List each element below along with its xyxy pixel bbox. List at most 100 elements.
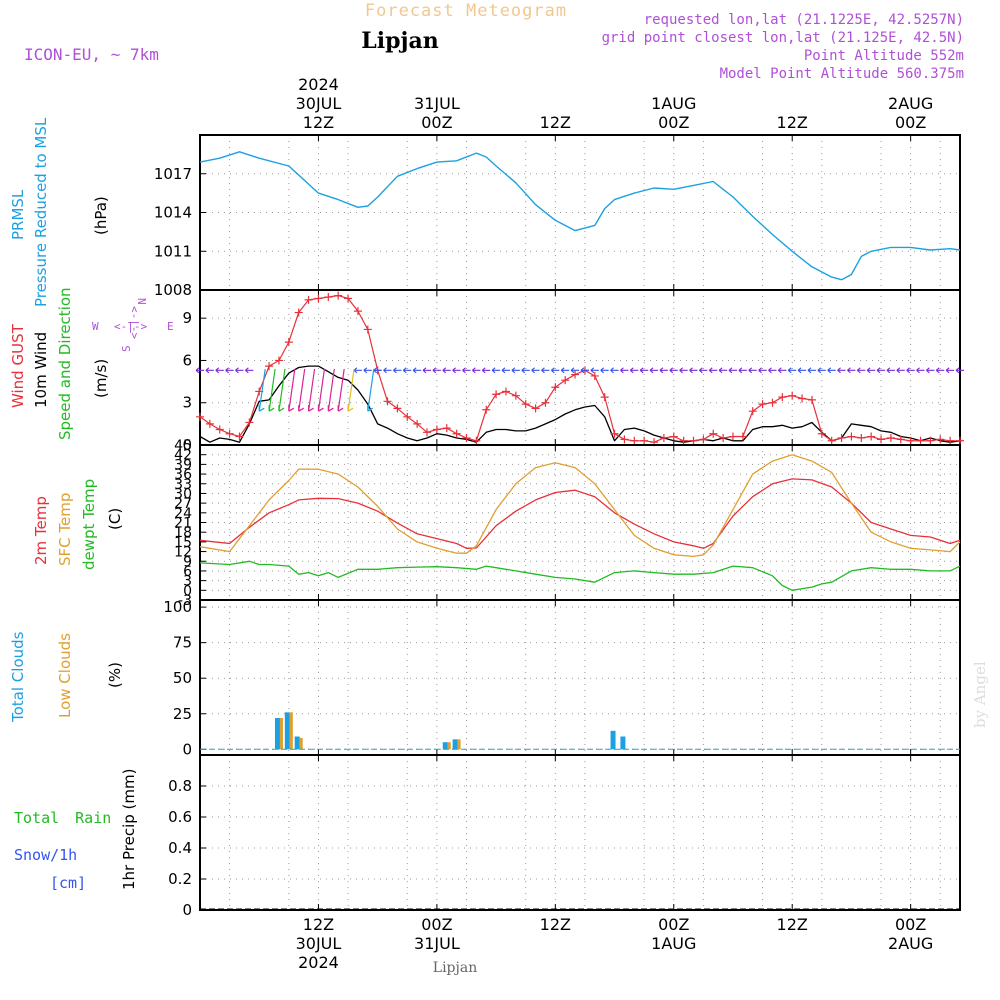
time-label: 12Z	[777, 915, 808, 934]
time-label: 31JUL	[414, 934, 460, 953]
wind-arrow	[195, 367, 204, 374]
wind-arrow	[422, 367, 432, 374]
gust-point	[630, 436, 639, 445]
y-tick-label: 6	[183, 564, 192, 580]
wind-arrow	[768, 367, 777, 374]
gust-point	[916, 436, 925, 445]
compass-arrows-vertical: <-|->	[128, 306, 141, 339]
wind-arrow	[353, 367, 362, 374]
wind-arrow	[738, 367, 747, 374]
series-dewpt-temp	[199, 560, 961, 591]
series-sfc-temp	[199, 454, 961, 558]
gust-point	[620, 435, 629, 444]
gust-point	[235, 432, 244, 441]
time-label: 12Z	[303, 915, 334, 934]
y-tick-label: 1014	[154, 204, 192, 222]
gust-point	[314, 294, 323, 303]
panel-frame	[199, 754, 961, 911]
y-tick-label: 33	[174, 477, 192, 493]
y-tick-label: 9	[183, 554, 192, 570]
wind-arrow	[906, 367, 915, 374]
wind-arrow	[462, 367, 471, 374]
y-tick-label: 0	[182, 436, 192, 454]
gust-point	[827, 436, 836, 445]
time-label: 30JUL	[296, 94, 342, 113]
gust-point	[482, 405, 491, 414]
wind-arrow	[886, 367, 895, 374]
label-2m-temp: 2m Temp	[32, 496, 50, 565]
wind-arrow	[876, 367, 886, 374]
bar-total-clouds	[452, 739, 458, 750]
y-tick-label: 45	[174, 438, 192, 454]
wind-arrow	[511, 367, 520, 374]
wind-arrow	[570, 367, 580, 374]
gust-markers	[196, 291, 964, 447]
gust-point	[284, 338, 293, 347]
gust-point	[886, 433, 895, 442]
gust-point	[798, 394, 807, 403]
time-label: 00Z	[658, 113, 689, 132]
gust-point	[413, 419, 422, 428]
label-ms: (m/s)	[92, 359, 110, 398]
header-title: Forecast Meteogram	[365, 1, 567, 21]
wind-arrow	[689, 367, 698, 374]
gust-point	[225, 429, 234, 438]
gust-point	[610, 429, 619, 438]
wind-arrow	[926, 367, 935, 374]
header-point-altitude: Point Altitude 552m	[804, 48, 964, 64]
y-tick-label: 27	[174, 496, 192, 512]
y-tick-label: 1017	[154, 165, 192, 183]
gust-point	[541, 398, 550, 407]
time-label: 12Z	[540, 915, 571, 934]
compass-n: N	[135, 298, 148, 305]
label-prmsl: PRMSL	[9, 189, 27, 240]
gust-point	[837, 433, 846, 442]
label-low-clouds: Low Clouds	[56, 633, 74, 718]
wind-arrow	[402, 367, 412, 374]
wind-arrow	[541, 367, 550, 374]
y-tick-label: 36	[174, 467, 192, 483]
compass-e: E	[167, 320, 174, 333]
wind-arrow	[560, 367, 570, 374]
panels: 10081011101410170369-3036912151821242730…	[154, 134, 964, 919]
y-tick-label: 0.2	[168, 870, 192, 888]
y-tick-label: 0	[183, 583, 192, 599]
gust-point	[215, 425, 224, 434]
wind-arrow	[521, 367, 530, 374]
gust-point	[669, 432, 678, 441]
wind-arrow	[501, 367, 510, 374]
time-label: 31JUL	[414, 94, 460, 113]
time-label: 1AUG	[651, 94, 696, 113]
gust-point	[551, 383, 560, 392]
wind-arrow	[363, 367, 372, 374]
gust-point	[788, 391, 797, 400]
wind-arrow	[383, 367, 392, 374]
y-tick-label: 30	[174, 486, 192, 502]
gust-point	[689, 436, 698, 445]
y-tick-label: 39	[174, 457, 192, 473]
time-label: 30JUL	[296, 934, 342, 953]
wind-arrow	[728, 367, 737, 374]
y-tick-label: 1008	[154, 281, 192, 299]
panel-pressure: 1008 1011 1014 1017	[154, 134, 961, 299]
wind-arrow	[935, 367, 945, 374]
wind-arrow	[847, 367, 856, 374]
y-tick-label: 24	[174, 506, 192, 522]
label-rain: Rain	[75, 809, 111, 827]
label-snow: Snow/1h	[14, 846, 77, 864]
label-hpa: (hPa)	[92, 196, 110, 235]
gust-point	[423, 428, 432, 437]
wind-arrow	[649, 367, 659, 374]
bar-low-clouds	[447, 742, 451, 750]
label-percent: (%)	[106, 662, 124, 688]
time-label: 2024	[298, 953, 339, 972]
gust-point	[334, 291, 343, 300]
wind-arrow	[866, 367, 876, 374]
time-label: 00Z	[895, 915, 926, 934]
gust-point	[393, 404, 402, 413]
wind-arrow	[531, 367, 540, 374]
wind-arrow	[807, 367, 816, 374]
time-label: 2AUG	[888, 94, 933, 113]
y-tick-label: 0	[182, 740, 192, 758]
y-tick-label: 25	[173, 705, 192, 723]
